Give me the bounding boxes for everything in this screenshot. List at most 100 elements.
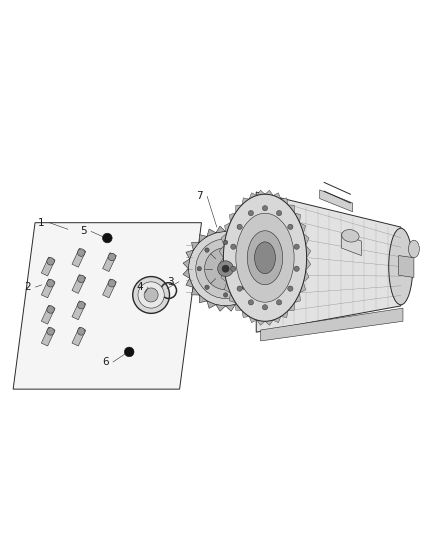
Polygon shape bbox=[224, 222, 230, 233]
Polygon shape bbox=[226, 226, 235, 233]
Circle shape bbox=[294, 244, 299, 249]
Polygon shape bbox=[258, 250, 265, 259]
Polygon shape bbox=[235, 229, 244, 237]
Circle shape bbox=[196, 239, 255, 298]
Polygon shape bbox=[300, 222, 306, 233]
Circle shape bbox=[231, 266, 236, 271]
Text: 5: 5 bbox=[80, 227, 87, 237]
Text: 6: 6 bbox=[102, 357, 109, 367]
Circle shape bbox=[262, 206, 268, 211]
Polygon shape bbox=[265, 190, 273, 196]
Polygon shape bbox=[216, 226, 226, 233]
Polygon shape bbox=[258, 278, 265, 287]
Polygon shape bbox=[273, 193, 281, 199]
Circle shape bbox=[223, 293, 228, 297]
Polygon shape bbox=[13, 223, 201, 389]
Polygon shape bbox=[261, 269, 268, 278]
Polygon shape bbox=[242, 311, 249, 318]
Circle shape bbox=[47, 328, 54, 335]
Circle shape bbox=[248, 300, 254, 305]
Polygon shape bbox=[242, 198, 249, 205]
Polygon shape bbox=[288, 205, 294, 213]
Polygon shape bbox=[300, 282, 306, 293]
Circle shape bbox=[237, 286, 242, 291]
Circle shape bbox=[138, 282, 164, 308]
Text: 3: 3 bbox=[167, 277, 174, 287]
Polygon shape bbox=[288, 303, 294, 311]
Polygon shape bbox=[294, 213, 300, 222]
Polygon shape bbox=[294, 293, 300, 303]
Circle shape bbox=[205, 248, 209, 252]
Polygon shape bbox=[41, 327, 55, 346]
Circle shape bbox=[294, 266, 299, 271]
Polygon shape bbox=[281, 198, 288, 205]
Circle shape bbox=[108, 253, 116, 261]
Ellipse shape bbox=[389, 228, 413, 305]
Circle shape bbox=[288, 286, 293, 291]
Polygon shape bbox=[306, 245, 311, 258]
Circle shape bbox=[276, 300, 282, 305]
Circle shape bbox=[108, 279, 116, 287]
Circle shape bbox=[188, 231, 263, 306]
Circle shape bbox=[250, 266, 254, 271]
Polygon shape bbox=[186, 278, 193, 287]
Circle shape bbox=[205, 285, 209, 289]
Polygon shape bbox=[199, 295, 207, 303]
Circle shape bbox=[47, 306, 54, 313]
Polygon shape bbox=[244, 295, 252, 303]
Polygon shape bbox=[199, 235, 207, 243]
Polygon shape bbox=[252, 287, 260, 295]
Polygon shape bbox=[265, 320, 273, 325]
Polygon shape bbox=[191, 243, 199, 250]
Polygon shape bbox=[72, 301, 86, 320]
Circle shape bbox=[78, 302, 85, 309]
Polygon shape bbox=[261, 259, 268, 269]
Circle shape bbox=[78, 275, 85, 282]
Circle shape bbox=[288, 224, 293, 230]
Polygon shape bbox=[183, 259, 190, 269]
Polygon shape bbox=[320, 190, 353, 212]
Polygon shape bbox=[304, 270, 309, 282]
Polygon shape bbox=[183, 269, 190, 278]
Polygon shape bbox=[72, 248, 86, 267]
Polygon shape bbox=[273, 317, 281, 322]
Polygon shape bbox=[186, 250, 193, 259]
Polygon shape bbox=[256, 192, 401, 332]
Polygon shape bbox=[261, 308, 403, 341]
Circle shape bbox=[242, 285, 246, 289]
Ellipse shape bbox=[223, 194, 307, 321]
Polygon shape bbox=[221, 270, 226, 282]
Ellipse shape bbox=[342, 230, 359, 242]
Polygon shape bbox=[235, 301, 244, 309]
Polygon shape bbox=[230, 213, 236, 222]
Circle shape bbox=[197, 266, 201, 271]
Polygon shape bbox=[342, 233, 361, 255]
Polygon shape bbox=[102, 279, 117, 298]
Circle shape bbox=[237, 224, 242, 230]
Circle shape bbox=[262, 305, 268, 310]
Text: 1: 1 bbox=[38, 217, 45, 228]
Polygon shape bbox=[306, 258, 311, 270]
Circle shape bbox=[218, 261, 233, 277]
Polygon shape bbox=[257, 190, 265, 196]
Circle shape bbox=[124, 347, 134, 357]
Text: 2: 2 bbox=[24, 282, 31, 292]
Polygon shape bbox=[102, 253, 117, 271]
Polygon shape bbox=[216, 305, 226, 311]
Circle shape bbox=[47, 257, 54, 265]
Circle shape bbox=[242, 248, 246, 252]
Circle shape bbox=[47, 279, 54, 287]
Polygon shape bbox=[236, 205, 242, 213]
Circle shape bbox=[222, 265, 229, 272]
Polygon shape bbox=[244, 235, 252, 243]
Ellipse shape bbox=[236, 213, 294, 302]
Circle shape bbox=[223, 240, 228, 245]
Circle shape bbox=[102, 233, 112, 243]
Circle shape bbox=[205, 248, 247, 290]
Polygon shape bbox=[257, 320, 265, 325]
Circle shape bbox=[248, 211, 254, 216]
Polygon shape bbox=[399, 255, 414, 278]
Polygon shape bbox=[236, 303, 242, 311]
Ellipse shape bbox=[408, 240, 419, 258]
Polygon shape bbox=[224, 282, 230, 293]
